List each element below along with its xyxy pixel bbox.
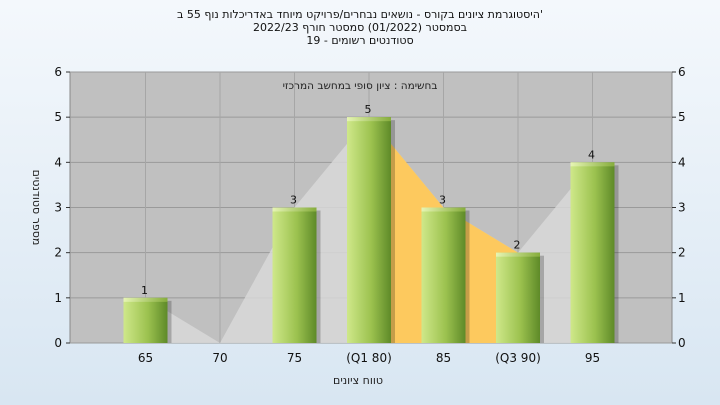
bar-cap	[123, 297, 168, 302]
x-tick-label: 70	[212, 351, 227, 365]
bar	[347, 117, 391, 344]
chart-titles: 'היסטוגרמת ציונים בקורס - נושאים נבחרים/…	[0, 8, 720, 47]
y-tick-label-left: 6	[54, 65, 62, 79]
chart-annotation: בחשימה : ציון סופי במחשב המרכזי	[283, 80, 438, 92]
data-label: 5	[365, 103, 372, 116]
bar	[496, 252, 540, 343]
bar-cap	[496, 252, 540, 257]
chart-title-line-2: בסמסטר (01/2022) סמסטר חורף 2022/23	[253, 21, 467, 34]
data-label: 1	[141, 284, 148, 297]
bar-cap	[570, 162, 615, 167]
data-label: 4	[588, 148, 595, 161]
y-tick-label-right: 5	[678, 110, 686, 124]
x-tick-label: 85	[436, 351, 451, 365]
chart-title-line-1: 'היסטוגרמת ציונים בקורס - נושאים נבחרים/…	[177, 8, 543, 21]
chart-title-line-3: סטודנטים רשומים - 19	[306, 34, 414, 47]
y-tick-label-left: 2	[54, 246, 62, 260]
y-tick-label-left: 3	[54, 201, 62, 215]
x-tick-label: 95	[585, 351, 600, 365]
y-tick-label-right: 3	[678, 201, 686, 215]
y-tick-label-right: 6	[678, 65, 686, 79]
y-tick-label-right: 1	[678, 291, 686, 305]
bar	[272, 207, 317, 343]
y-tick-label-left: 4	[54, 155, 62, 169]
bar-cap	[421, 207, 466, 212]
x-tick-label: 65	[138, 351, 153, 365]
x-axis-label: טווח ציונים	[333, 374, 383, 387]
y-tick-label-left: 1	[54, 291, 62, 305]
bar-cap	[347, 117, 391, 122]
y-tick-label-left: 5	[54, 110, 62, 124]
bar	[123, 297, 168, 343]
y-axis-label: מספר סטודנטים	[30, 170, 43, 246]
data-label: 2	[514, 239, 521, 252]
y-tick-label-right: 2	[678, 246, 686, 260]
data-label: 3	[439, 194, 446, 207]
data-label: 3	[290, 194, 297, 207]
y-tick-label-right: 0	[678, 336, 686, 350]
bar-cap	[272, 207, 317, 212]
x-tick-label: (Q1 80)	[346, 351, 392, 365]
x-tick-label: 75	[287, 351, 302, 365]
y-tick-label-left: 0	[54, 336, 62, 350]
bar	[421, 207, 466, 343]
x-tick-label: (Q3 90)	[495, 351, 541, 365]
bar	[570, 162, 615, 343]
y-tick-label-right: 4	[678, 155, 686, 169]
